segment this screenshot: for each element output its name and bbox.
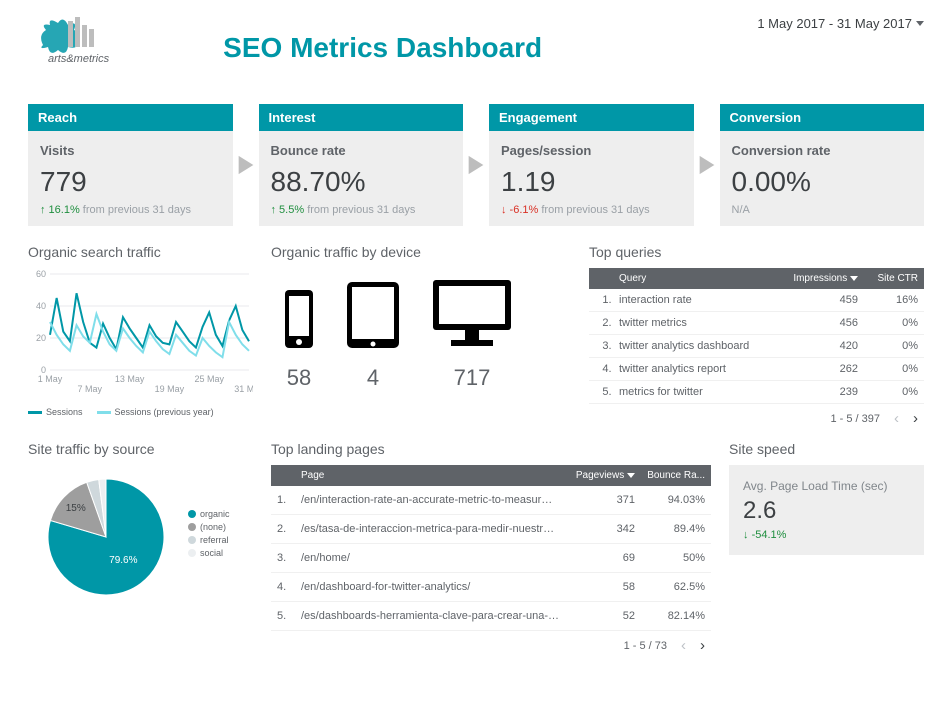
- desktop-icon: [427, 276, 517, 355]
- lp-col-pv[interactable]: Pageviews: [563, 470, 635, 481]
- device-tablet: 4: [343, 280, 403, 391]
- tq-prev-button[interactable]: ‹: [894, 410, 899, 427]
- lp-col-page[interactable]: Page: [301, 470, 563, 481]
- device-value: 58: [287, 365, 311, 391]
- lp-next-button[interactable]: ›: [700, 637, 705, 654]
- legend-item: Sessions: [28, 407, 83, 417]
- table-row[interactable]: 2./es/tasa-de-interaccion-metrica-para-m…: [271, 515, 711, 544]
- device-value: 4: [367, 365, 379, 391]
- funnel-stage-label: Conversion: [720, 104, 925, 131]
- traffic-source-title: Site traffic by source: [28, 441, 253, 457]
- funnel-arrow-icon: [694, 104, 720, 226]
- legend-item: (none): [188, 522, 230, 532]
- table-row[interactable]: 5./es/dashboards-herramienta-clave-para-…: [271, 602, 711, 631]
- table-row[interactable]: 3./en/home/6950%: [271, 544, 711, 573]
- svg-text:40: 40: [36, 301, 46, 311]
- table-row[interactable]: 1./en/interaction-rate-an-accurate-metri…: [271, 486, 711, 515]
- device-mobile: 58: [279, 288, 319, 391]
- funnel-card-conversion: Conversion Conversion rate 0.00% N/A: [720, 104, 925, 226]
- metric-value: 0.00%: [732, 166, 913, 198]
- landing-pages-table: Page Pageviews Bounce Ra... 1./en/intera…: [271, 465, 711, 654]
- svg-text:25 May: 25 May: [194, 374, 224, 384]
- speed-delta: ↓ -54.1%: [743, 529, 910, 541]
- devices-title: Organic traffic by device: [271, 244, 571, 260]
- top-queries-title: Top queries: [589, 244, 924, 260]
- tq-col-impressions[interactable]: Impressions: [778, 273, 858, 284]
- speed-value: 2.6: [743, 497, 910, 525]
- table-row[interactable]: 4.twitter analytics report2620%: [589, 358, 924, 381]
- lp-prev-button[interactable]: ‹: [681, 637, 686, 654]
- tq-pager-text: 1 - 5 / 397: [830, 413, 880, 425]
- table-row[interactable]: 2.twitter metrics4560%: [589, 312, 924, 335]
- metric-label: Conversion rate: [732, 143, 913, 158]
- top-queries-table: Query Impressions Site CTR 1.interaction…: [589, 268, 924, 427]
- site-speed-card: Avg. Page Load Time (sec) 2.6 ↓ -54.1%: [729, 465, 924, 555]
- organic-chart-title: Organic search traffic: [28, 244, 253, 260]
- funnel-arrow-icon: [233, 104, 259, 226]
- traffic-source-pie: 79.6% 15%: [28, 465, 178, 605]
- tq-col-query[interactable]: Query: [619, 273, 778, 284]
- metric-value: 779: [40, 166, 221, 198]
- metric-value: 1.19: [501, 166, 682, 198]
- metric-delta: ↓ -6.1% from previous 31 days: [501, 204, 682, 216]
- funnel-arrow-icon: [463, 104, 489, 226]
- caret-down-icon: [916, 21, 924, 26]
- table-row[interactable]: 1.interaction rate45916%: [589, 289, 924, 312]
- brand-logo: arts&metrics: [28, 10, 128, 80]
- metric-label: Bounce rate: [271, 143, 452, 158]
- funnel-card-engagement: Engagement Pages/session 1.19 ↓ -6.1% fr…: [489, 104, 694, 226]
- tq-col-ctr[interactable]: Site CTR: [858, 273, 918, 284]
- metric-label: Visits: [40, 143, 221, 158]
- metric-label: Pages/session: [501, 143, 682, 158]
- legend-item: referral: [188, 535, 230, 545]
- table-row[interactable]: 4./en/dashboard-for-twitter-analytics/58…: [271, 573, 711, 602]
- page-title: SEO Metrics Dashboard: [223, 32, 542, 64]
- svg-text:19 May: 19 May: [155, 384, 185, 394]
- device-desktop: 717: [427, 276, 517, 391]
- svg-text:7 May: 7 May: [78, 384, 103, 394]
- speed-label: Avg. Page Load Time (sec): [743, 479, 910, 493]
- legend-item: Sessions (previous year): [97, 407, 214, 417]
- table-row[interactable]: 3.twitter analytics dashboard4200%: [589, 335, 924, 358]
- organic-line-chart: 02040601 May7 May13 May19 May25 May31 Ma…: [28, 268, 253, 398]
- svg-text:20: 20: [36, 333, 46, 343]
- funnel-stage-label: Engagement: [489, 104, 694, 131]
- metric-delta: ↑ 5.5% from previous 31 days: [271, 204, 452, 216]
- metric-delta: ↑ 16.1% from previous 31 days: [40, 204, 221, 216]
- mobile-icon: [279, 288, 319, 355]
- date-range-picker[interactable]: 1 May 2017 - 31 May 2017: [757, 16, 924, 31]
- svg-text:15%: 15%: [66, 503, 86, 514]
- svg-text:60: 60: [36, 269, 46, 279]
- landing-pages-title: Top landing pages: [271, 441, 711, 457]
- date-range-text: 1 May 2017 - 31 May 2017: [757, 16, 912, 31]
- lp-pager-text: 1 - 5 / 73: [624, 640, 667, 652]
- svg-text:31 May: 31 May: [234, 384, 253, 394]
- table-row[interactable]: 5.metrics for twitter2390%: [589, 381, 924, 404]
- tablet-icon: [343, 280, 403, 355]
- funnel-card-reach: Reach Visits 779 ↑ 16.1% from previous 3…: [28, 104, 233, 226]
- site-speed-title: Site speed: [729, 441, 924, 457]
- svg-text:13 May: 13 May: [115, 374, 145, 384]
- funnel-stage-label: Interest: [259, 104, 464, 131]
- funnel-stage-label: Reach: [28, 104, 233, 131]
- lp-col-br[interactable]: Bounce Ra...: [635, 470, 705, 481]
- svg-text:79.6%: 79.6%: [109, 555, 137, 566]
- device-value: 717: [454, 365, 491, 391]
- metric-delta: N/A: [732, 204, 913, 216]
- tq-next-button[interactable]: ›: [913, 410, 918, 427]
- legend-item: organic: [188, 509, 230, 519]
- legend-item: social: [188, 548, 230, 558]
- svg-text:1 May: 1 May: [38, 374, 63, 384]
- svg-text:arts&metrics: arts&metrics: [48, 53, 110, 65]
- metric-value: 88.70%: [271, 166, 452, 198]
- funnel-card-interest: Interest Bounce rate 88.70% ↑ 5.5% from …: [259, 104, 464, 226]
